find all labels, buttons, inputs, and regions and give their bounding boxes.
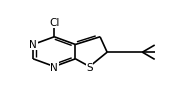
Text: S: S xyxy=(86,62,93,72)
Text: Cl: Cl xyxy=(49,18,59,28)
Text: N: N xyxy=(29,40,37,50)
Text: N: N xyxy=(50,62,58,72)
